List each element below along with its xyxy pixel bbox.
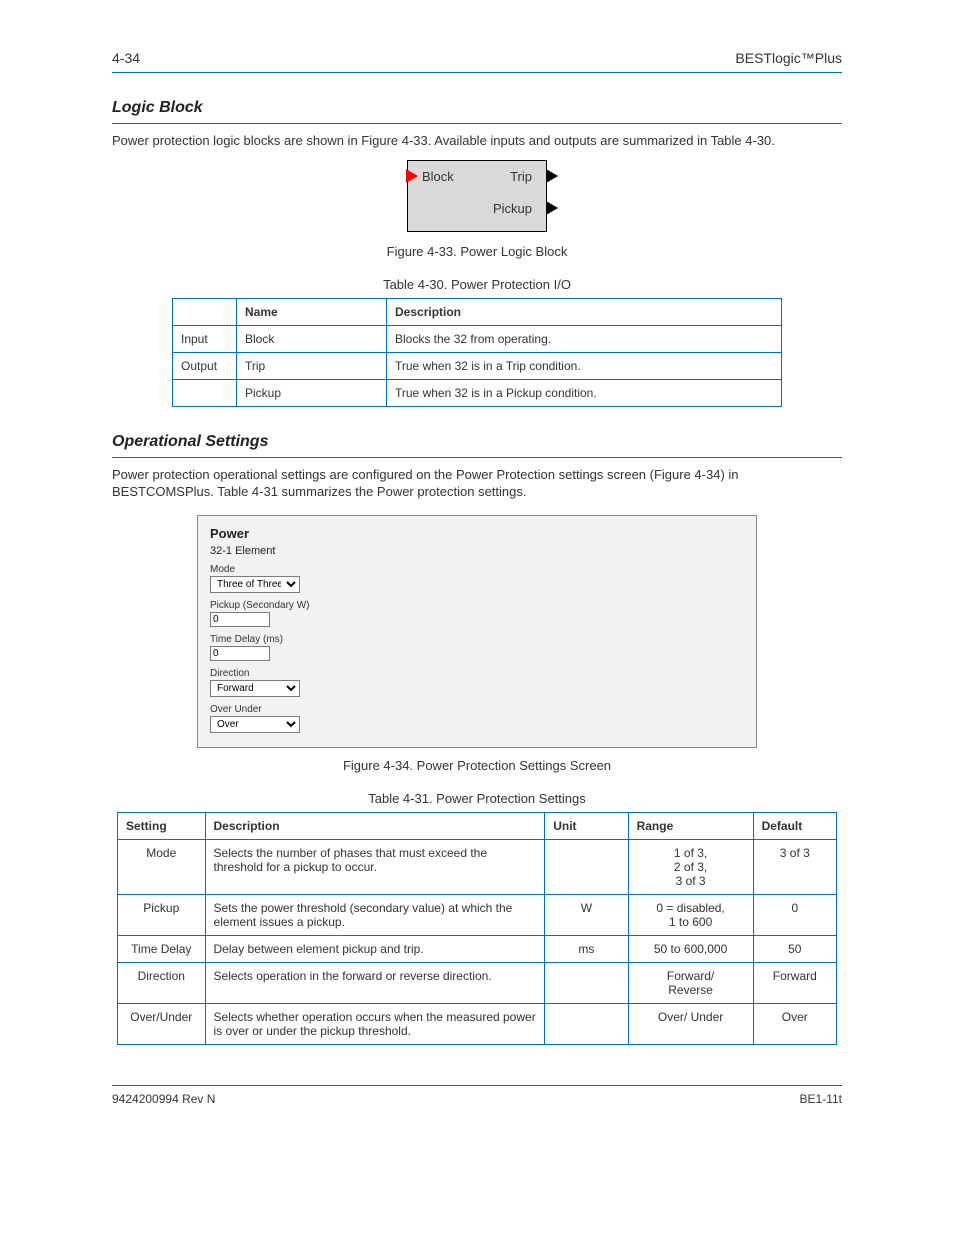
table-header — [173, 298, 237, 325]
port-pickup-label: Pickup — [493, 201, 532, 216]
port-trip-label: Trip — [510, 169, 532, 184]
panel-field-label: Mode — [210, 564, 744, 575]
header-title: BESTlogic™Plus — [735, 50, 842, 66]
panel-select[interactable]: Forward — [210, 680, 300, 697]
table-header: Name — [237, 298, 387, 325]
table-cell: Forward/ Reverse — [628, 962, 753, 1003]
table-cell: ms — [545, 935, 628, 962]
panel-title: Power — [210, 526, 744, 541]
page-number: 4-34 — [112, 50, 140, 66]
section-logic-para: Power protection logic blocks are shown … — [112, 132, 842, 150]
table-cell: Over — [753, 1003, 836, 1044]
section-heading-logic: Logic Block — [112, 99, 842, 117]
table-caption-io: Table 4-30. Power Protection I/O — [112, 277, 842, 292]
table-cell: Trip — [237, 352, 387, 379]
table-cell — [545, 839, 628, 894]
table-header: Range — [628, 812, 753, 839]
table-cell: Over/Under — [118, 1003, 206, 1044]
output-arrow-icon — [546, 201, 558, 215]
footer-left: 9424200994 Rev N — [112, 1092, 215, 1106]
figure-caption-logic: Figure 4-33. Power Logic Block — [112, 244, 842, 259]
table-row: PickupTrue when 32 is in a Pickup condit… — [173, 379, 782, 406]
table-cell: Selects operation in the forward or reve… — [205, 962, 545, 1003]
table-cell: 0 = disabled, 1 to 600 — [628, 894, 753, 935]
panel-input[interactable] — [210, 646, 270, 661]
section-heading-settings: Operational Settings — [112, 433, 842, 451]
output-arrow-icon — [546, 169, 558, 183]
table-row: DirectionSelects operation in the forwar… — [118, 962, 837, 1003]
table-cell: Block — [237, 325, 387, 352]
panel-input[interactable] — [210, 612, 270, 627]
panel-element-label: 32-1 Element — [210, 545, 744, 557]
table-cell: Time Delay — [118, 935, 206, 962]
table-cell — [173, 379, 237, 406]
table-cell: Output — [173, 352, 237, 379]
panel-select[interactable]: Three of Three — [210, 576, 300, 593]
port-block-label: Block — [422, 169, 454, 184]
logic-block-diagram: Block Trip Pickup — [407, 160, 547, 232]
table-row: Time DelayDelay between element pickup a… — [118, 935, 837, 962]
table-cell: True when 32 is in a Trip condition. — [387, 352, 782, 379]
table-caption-settings: Table 4-31. Power Protection Settings — [112, 791, 842, 806]
settings-table: SettingDescriptionUnitRangeDefault ModeS… — [117, 812, 837, 1045]
table-cell — [545, 962, 628, 1003]
table-cell: Pickup — [118, 894, 206, 935]
panel-select[interactable]: Over — [210, 716, 300, 733]
table-row: ModeSelects the number of phases that mu… — [118, 839, 837, 894]
table-row: OutputTripTrue when 32 is in a Trip cond… — [173, 352, 782, 379]
io-table: NameDescription InputBlockBlocks the 32 … — [172, 298, 782, 407]
panel-field-label: Direction — [210, 668, 744, 679]
table-cell: Delay between element pickup and trip. — [205, 935, 545, 962]
table-header: Description — [387, 298, 782, 325]
table-cell: Sets the power threshold (secondary valu… — [205, 894, 545, 935]
table-cell: Selects whether operation occurs when th… — [205, 1003, 545, 1044]
table-row: InputBlockBlocks the 32 from operating. — [173, 325, 782, 352]
table-cell: Selects the number of phases that must e… — [205, 839, 545, 894]
footer-right: BE1-11t — [800, 1092, 842, 1106]
table-row: Over/UnderSelects whether operation occu… — [118, 1003, 837, 1044]
table-cell: Forward — [753, 962, 836, 1003]
figure-caption-panel: Figure 4-34. Power Protection Settings S… — [112, 758, 842, 773]
panel-field-label: Over Under — [210, 704, 744, 715]
table-cell: 1 of 3, 2 of 3, 3 of 3 — [628, 839, 753, 894]
section-rule — [112, 123, 842, 124]
table-row: PickupSets the power threshold (secondar… — [118, 894, 837, 935]
table-cell: True when 32 is in a Pickup condition. — [387, 379, 782, 406]
table-cell: 3 of 3 — [753, 839, 836, 894]
table-cell: W — [545, 894, 628, 935]
header-rule — [112, 72, 842, 73]
table-cell: Over/ Under — [628, 1003, 753, 1044]
table-cell: Pickup — [237, 379, 387, 406]
section-settings-para: Power protection operational settings ar… — [112, 466, 842, 501]
table-cell: 50 to 600,000 — [628, 935, 753, 962]
power-settings-panel: Power 32-1 Element ModeThree of Three Pic… — [197, 515, 757, 748]
table-cell: Input — [173, 325, 237, 352]
panel-field-label: Time Delay (ms) — [210, 634, 744, 645]
section-rule — [112, 457, 842, 458]
table-cell: 50 — [753, 935, 836, 962]
table-cell: Mode — [118, 839, 206, 894]
table-header: Default — [753, 812, 836, 839]
table-header: Description — [205, 812, 545, 839]
table-cell: 0 — [753, 894, 836, 935]
table-cell: Blocks the 32 from operating. — [387, 325, 782, 352]
table-cell — [545, 1003, 628, 1044]
input-arrow-icon — [406, 169, 418, 183]
table-cell: Direction — [118, 962, 206, 1003]
panel-field-label: Pickup (Secondary W) — [210, 600, 744, 611]
table-header: Unit — [545, 812, 628, 839]
table-header: Setting — [118, 812, 206, 839]
